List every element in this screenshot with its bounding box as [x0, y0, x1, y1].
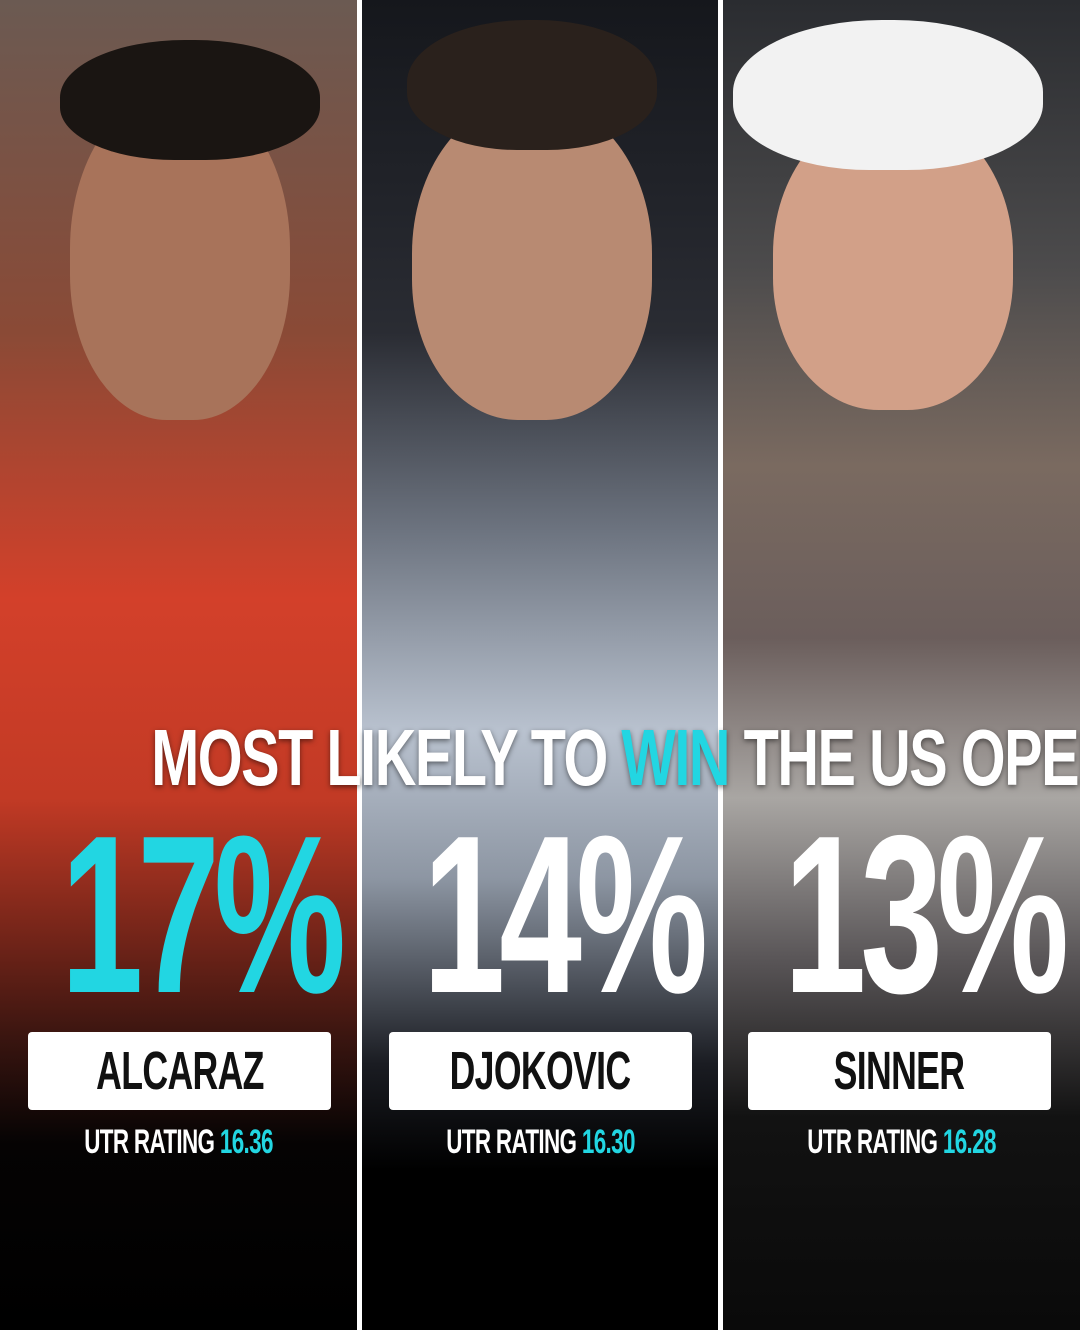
- name-box-djokovic: DJOKOVIC: [389, 1032, 692, 1110]
- hair-shape: [407, 20, 657, 150]
- utr-value: 16.36: [219, 1123, 274, 1161]
- utr-label: UTR RATING: [807, 1123, 938, 1161]
- headline-text: MOST LIKELY TO: [151, 713, 622, 802]
- percent-alcaraz: 17%: [60, 788, 346, 1040]
- utr-sinner: UTR RATING 16.28: [784, 1124, 1020, 1160]
- utr-alcaraz: UTR RATING 16.36: [61, 1124, 297, 1160]
- headline: MOST LIKELY TO WIN THE US OPEN: [151, 718, 1080, 798]
- player-name: SINNER: [834, 1041, 965, 1101]
- utr-value: 16.30: [581, 1123, 636, 1161]
- utr-value: 16.28: [942, 1123, 997, 1161]
- face-shape: [412, 100, 652, 420]
- name-box-alcaraz: ALCARAZ: [28, 1032, 331, 1110]
- divider: [357, 0, 362, 1330]
- headline-highlight: WIN: [621, 713, 730, 802]
- percent-djokovic: 14%: [422, 788, 708, 1040]
- utr-label: UTR RATING: [446, 1123, 577, 1161]
- player-name: DJOKOVIC: [450, 1041, 632, 1101]
- cap-shape: [733, 20, 1043, 170]
- player-name: ALCARAZ: [95, 1041, 264, 1101]
- divider: [718, 0, 723, 1330]
- utr-label: UTR RATING: [84, 1123, 215, 1161]
- name-box-sinner: SINNER: [748, 1032, 1051, 1110]
- headline-text: THE US OPEN: [729, 713, 1080, 802]
- percent-sinner: 13%: [783, 788, 1069, 1040]
- utr-djokovic: UTR RATING 16.30: [423, 1124, 659, 1160]
- hair-shape: [60, 40, 320, 160]
